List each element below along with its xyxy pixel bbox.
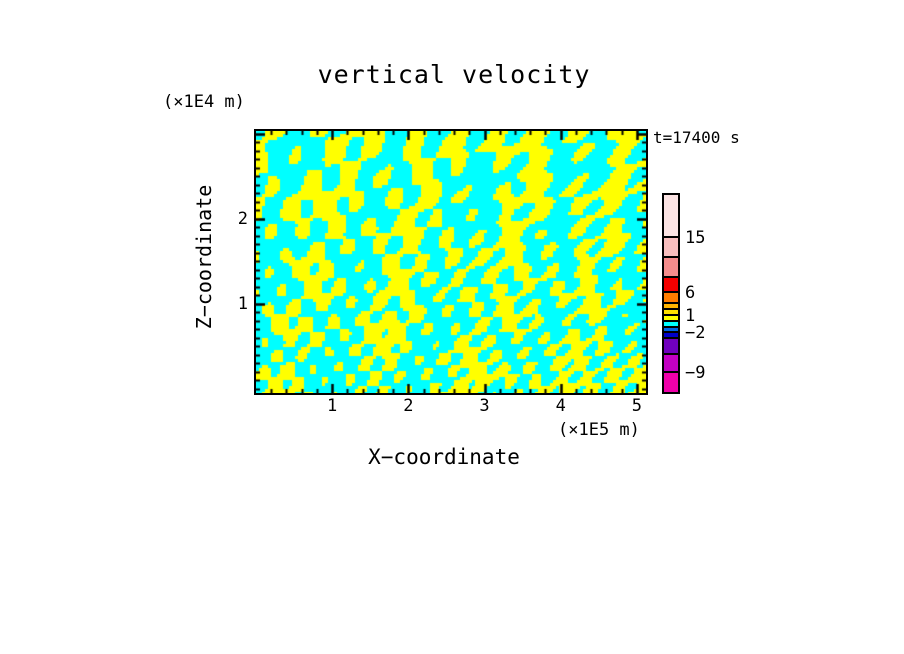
z-tick-label: 1 xyxy=(237,293,248,314)
colorbar-segment xyxy=(664,258,678,278)
colorbar-segment xyxy=(664,328,678,333)
colorbar-segment xyxy=(664,293,678,304)
colorbar-segment xyxy=(664,238,678,258)
colorbar-segment xyxy=(664,333,678,339)
x-tick-label: 4 xyxy=(555,396,566,416)
z-tick-label: 2 xyxy=(237,208,248,229)
x-tick-label: 2 xyxy=(403,396,414,416)
x-tick-label: 3 xyxy=(479,396,490,416)
colorbar-segment xyxy=(664,322,678,328)
colorbar-level-label: 1 xyxy=(685,306,696,326)
chart-title: vertical velocity xyxy=(317,60,591,89)
colorbar-segment xyxy=(664,316,678,322)
colorbar-segment xyxy=(664,195,678,238)
x-axis-unit-label: (×1E5 m) xyxy=(558,420,640,440)
colorbar xyxy=(662,193,680,394)
z-axis-unit-label: (×1E4 m) xyxy=(163,92,245,112)
colorbar-segment xyxy=(664,355,678,373)
colorbar-segment xyxy=(664,278,678,293)
colorbar-segment xyxy=(664,304,678,310)
colorbar-level-label: 6 xyxy=(685,283,696,303)
plot-frame xyxy=(254,129,648,395)
colorbar-level-label: 15 xyxy=(685,228,706,248)
x-axis-title: X−coordinate xyxy=(368,445,520,469)
z-axis-title: Z−coordinate xyxy=(192,184,216,330)
colorbar-level-label: −9 xyxy=(685,363,706,383)
time-label: t=17400 s xyxy=(653,128,740,147)
x-tick-label: 1 xyxy=(327,396,338,416)
colorbar-segment xyxy=(664,310,678,316)
colorbar-level-label: −2 xyxy=(685,323,706,343)
colorbar-segment xyxy=(664,339,678,355)
x-tick-label: 5 xyxy=(631,396,642,416)
colorbar-segment xyxy=(664,373,678,392)
velocity-field-canvas xyxy=(256,131,646,393)
